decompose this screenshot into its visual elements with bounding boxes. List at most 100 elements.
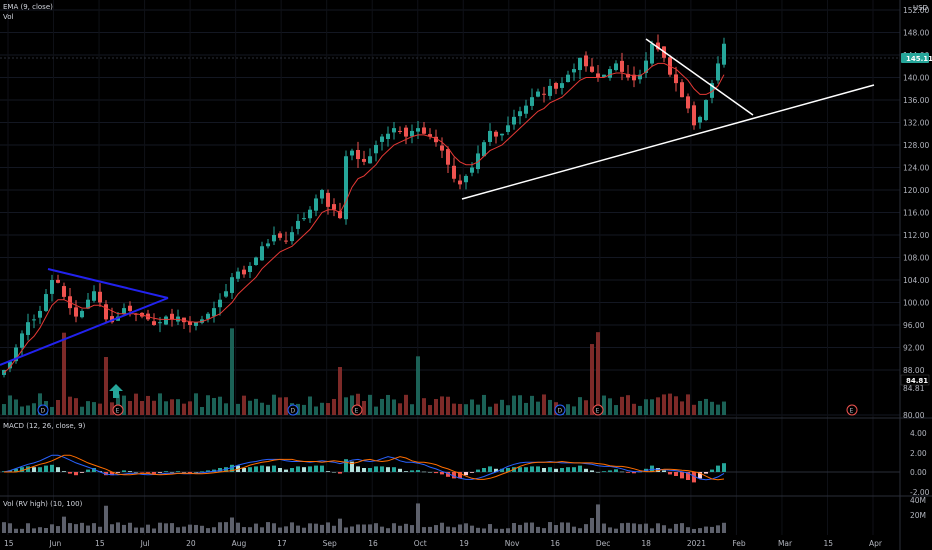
macd-histogram-bar: [392, 467, 396, 472]
rvol-bar: [518, 524, 522, 533]
rvol-bar: [176, 527, 180, 533]
rvol-bar: [590, 517, 594, 533]
volume-bar: [104, 357, 108, 415]
price-tick-label: 120.00: [903, 186, 929, 195]
volume-bar: [92, 402, 96, 415]
volume-bar: [230, 328, 234, 415]
price-tick-label: 128.00: [903, 141, 929, 150]
rvol-tick-label: 40M: [910, 496, 926, 505]
rvol-bar: [326, 522, 330, 533]
macd-histogram-bar: [230, 464, 234, 472]
candle-body: [248, 265, 252, 272]
candle-body: [626, 73, 630, 78]
vol-legend-label[interactable]: Vol: [3, 13, 14, 21]
macd-histogram-bar: [314, 465, 318, 472]
time-tick-label: 19: [459, 539, 469, 548]
candle-body: [26, 322, 30, 335]
volume-bar: [326, 403, 330, 415]
currency-label[interactable]: USD: [913, 4, 928, 12]
ema-legend-label[interactable]: EMA (9, close): [3, 3, 53, 11]
macd-histogram-bar: [590, 470, 594, 472]
macd-histogram-bar: [554, 468, 558, 472]
macd-histogram-bar: [440, 472, 444, 475]
macd-histogram-bar: [32, 467, 36, 472]
candle-body: [296, 220, 300, 229]
rvol-bar: [632, 523, 636, 533]
rvol-bar: [236, 522, 240, 533]
macd-histogram-bar: [578, 465, 582, 472]
rvol-bar: [470, 525, 474, 533]
macd-histogram-bar: [152, 472, 156, 474]
time-tick-label: Feb: [732, 539, 746, 548]
macd-histogram-bar: [86, 469, 90, 472]
macd-legend-label[interactable]: MACD (12, 26, close, 9): [3, 422, 86, 430]
price-tick-label: 104.00: [903, 276, 929, 285]
event-badge-d: [287, 404, 299, 416]
volume-bar: [686, 394, 690, 415]
rvol-bar: [50, 524, 54, 533]
candle-body: [620, 60, 624, 72]
rvol-bar: [434, 525, 438, 533]
rvol-bar: [464, 523, 468, 533]
volume-bar: [476, 404, 480, 415]
trendline-white-support[interactable]: [461, 84, 875, 200]
time-tick-label: Oct: [414, 539, 427, 548]
candle-body: [410, 130, 414, 137]
candle-body: [470, 167, 474, 173]
ema-line: [3, 62, 725, 374]
macd-histogram-bar: [560, 468, 564, 472]
volume-bar: [350, 395, 354, 415]
volume-bar: [452, 403, 456, 415]
rvol-bar: [8, 523, 12, 533]
price-tick-label: 96.00: [903, 321, 925, 330]
macd-histogram-bar: [206, 470, 210, 472]
volume-bar: [620, 396, 624, 415]
candle-body: [326, 192, 330, 207]
volume-bar: [8, 395, 12, 415]
event-badge-label: D: [558, 408, 563, 415]
event-badge-d: [554, 404, 566, 416]
candle-body: [656, 42, 660, 50]
macd-histogram-bar: [566, 467, 570, 472]
rvol-bar: [164, 523, 168, 533]
volume-bar: [662, 394, 666, 415]
volume-bar: [584, 400, 588, 415]
candle-body: [188, 321, 192, 325]
rvol-bar: [410, 525, 414, 533]
candle-body: [338, 211, 342, 219]
volume-bar: [224, 403, 228, 415]
rvol-bar: [368, 524, 372, 533]
candle-body: [494, 131, 498, 137]
macd-histogram-bar: [290, 468, 294, 472]
rvol-bar: [614, 528, 618, 533]
time-tick-label: 15: [823, 539, 833, 548]
macd-histogram-bar: [134, 472, 138, 473]
macd-histogram-bar: [662, 470, 666, 472]
volume-bar: [206, 395, 210, 415]
trendline-blue-upper[interactable]: [47, 268, 169, 299]
rvol-bar: [524, 522, 528, 533]
macd-histogram-bar: [176, 471, 180, 472]
trendline-white-resistance[interactable]: [645, 38, 754, 116]
macd-histogram-bar: [602, 471, 606, 472]
price-tick-label: 112.00: [903, 231, 929, 240]
volume-bar: [446, 396, 450, 415]
time-tick-label: Apr: [869, 539, 883, 548]
trendline-blue-lower[interactable]: [0, 297, 169, 366]
rvol-bar: [494, 528, 498, 533]
rvol-bar: [380, 526, 384, 533]
rvol-bar: [110, 524, 114, 533]
candle-body: [260, 246, 264, 261]
rvol-bar: [266, 522, 270, 533]
volume-bar: [182, 403, 186, 415]
rvol-legend-label[interactable]: Vol (RV high) (10, 100): [3, 500, 83, 508]
macd-histogram-bar: [470, 472, 474, 473]
candle-body: [536, 91, 540, 97]
macd-histogram-bar: [38, 467, 42, 472]
volume-bar: [212, 397, 216, 415]
rvol-bar: [332, 525, 336, 533]
rvol-bar: [98, 526, 102, 533]
volume-bar: [638, 405, 642, 415]
rvol-bar: [452, 527, 456, 533]
